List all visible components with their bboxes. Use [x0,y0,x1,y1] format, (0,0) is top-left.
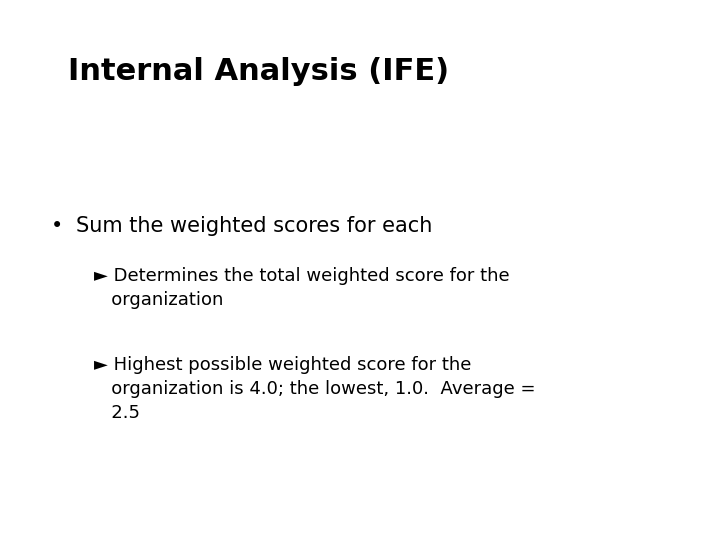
Text: Sum the weighted scores for each: Sum the weighted scores for each [76,216,432,236]
Text: •: • [50,216,63,236]
Text: ► Determines the total weighted score for the
   organization: ► Determines the total weighted score fo… [94,267,509,309]
Text: Internal Analysis (IFE): Internal Analysis (IFE) [68,57,449,86]
Text: ► Highest possible weighted score for the
   organization is 4.0; the lowest, 1.: ► Highest possible weighted score for th… [94,356,535,422]
